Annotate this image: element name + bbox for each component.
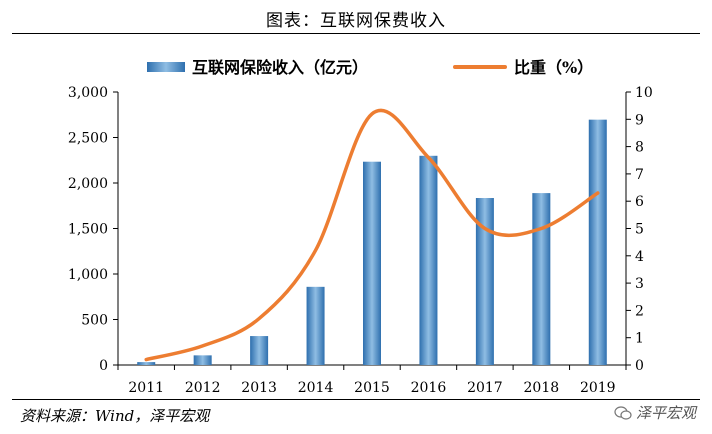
page-title: 图表：互联网保费收入	[266, 11, 446, 31]
legend-label-bar: 互联网保险收入（亿元）	[192, 58, 368, 77]
watermark: 泽平宏观	[614, 402, 696, 423]
title-divider	[12, 33, 700, 34]
bar-2017	[475, 198, 494, 365]
source-note: 资料来源：Wind，泽平宏观	[20, 407, 210, 425]
y-right-tick-label: 1	[635, 331, 644, 347]
x-tick-label: 2015	[354, 380, 390, 396]
y-left-tick-label: 3,000	[68, 85, 108, 101]
y-right-tick-label: 9	[635, 112, 644, 128]
x-tick-label: 2011	[128, 380, 164, 396]
bar-2016	[419, 155, 438, 365]
bar-2015	[363, 161, 381, 365]
y-right-tick-label: 0	[635, 358, 644, 374]
bar-2012	[193, 355, 212, 365]
bar-2019	[588, 119, 607, 365]
y-right-tick-label: 2	[635, 303, 644, 319]
wechat-icon	[614, 405, 632, 420]
bar-2018	[532, 193, 551, 365]
bar-2013	[250, 336, 269, 365]
x-tick-label: 2019	[580, 380, 616, 396]
x-tick-label: 2012	[185, 380, 221, 396]
footer-divider	[12, 399, 700, 400]
y-left-tick-label: 1,500	[68, 222, 108, 238]
x-tick-label: 2018	[524, 380, 560, 396]
x-tick-label: 2017	[467, 380, 503, 396]
y-right-tick-label: 7	[635, 167, 644, 183]
y-right-tick-label: 3	[635, 276, 644, 292]
series-line-share	[144, 108, 600, 362]
x-tick-label: 2013	[241, 380, 277, 396]
y-left-tick-label: 2,000	[68, 176, 108, 192]
chart-legend: 互联网保险收入（亿元） 比重（%）	[147, 58, 593, 77]
bar-2011	[137, 362, 156, 365]
y-left-tick-label: 2,500	[68, 131, 108, 147]
y-right-tick-label: 5	[635, 222, 644, 238]
y-right-tick-label: 4	[635, 249, 644, 265]
combo-chart: 互联网保险收入（亿元） 比重（%） 0 500 1,000 1,500 2,000 2,5…	[68, 58, 653, 396]
x-tick-label: 2014	[298, 380, 334, 396]
y-right-tick-label: 8	[635, 140, 644, 156]
y-right-tick-label: 10	[635, 85, 653, 101]
y-left-tick-label: 1,000	[68, 267, 108, 283]
bar-2014	[306, 286, 325, 365]
watermark-text: 泽平宏观	[635, 404, 696, 422]
y-right-tick-label: 6	[635, 194, 644, 210]
x-tick-label: 2016	[411, 380, 447, 396]
legend-swatch-bar	[147, 62, 185, 72]
y-left-tick-label: 0	[99, 358, 108, 374]
legend-label-line: 比重（%）	[514, 58, 593, 77]
y-left-tick-label: 500	[81, 313, 108, 329]
